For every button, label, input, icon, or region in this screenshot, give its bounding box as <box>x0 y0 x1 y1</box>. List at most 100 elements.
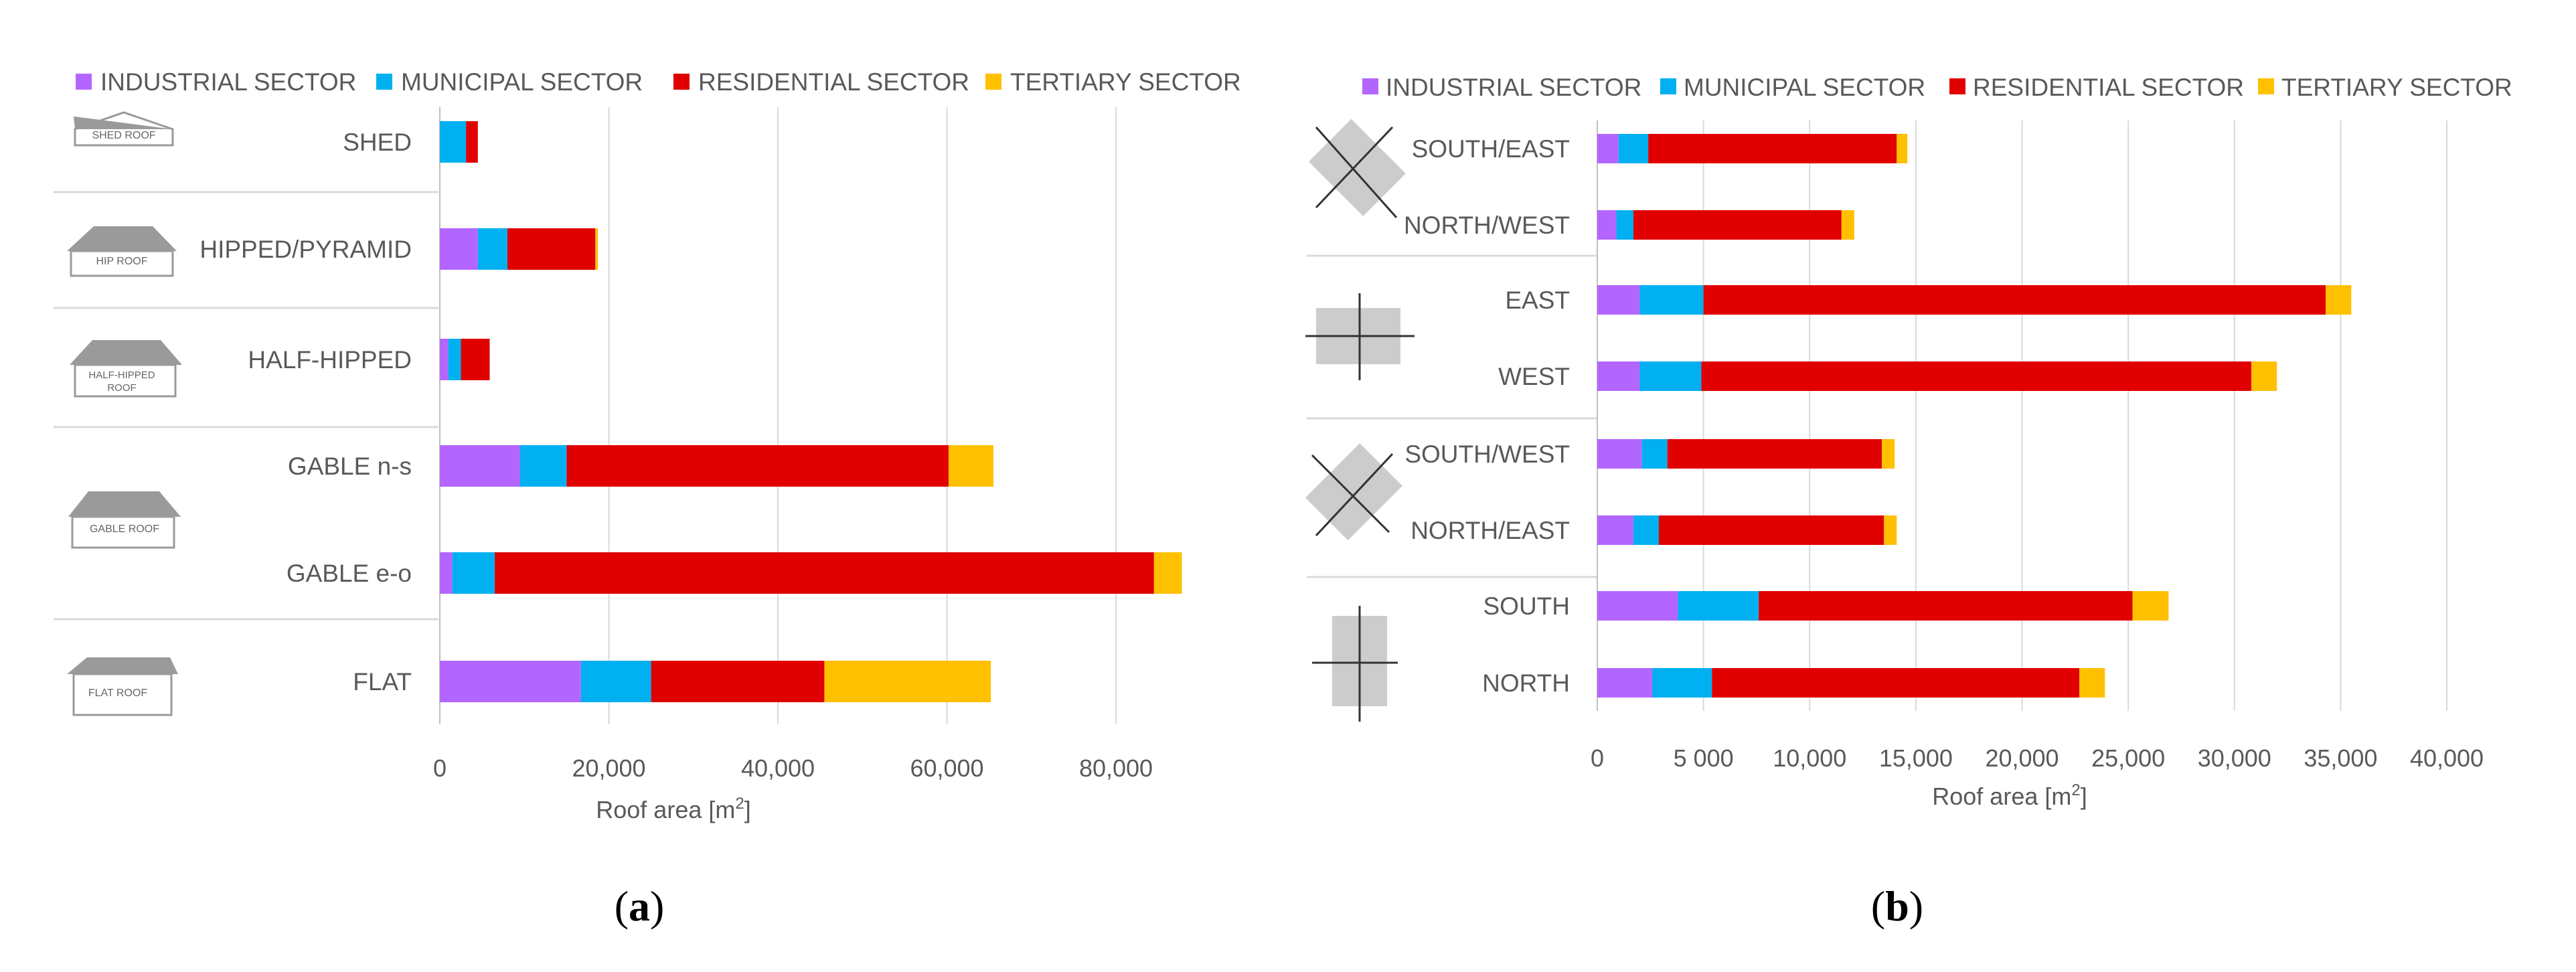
chart-b-tick-label: 35,000 <box>2304 744 2377 772</box>
legend-b-swatch-municipal <box>1660 78 1676 94</box>
chart-b-bar-tertiary <box>1882 439 1895 469</box>
chart-b-tick-label: 15,000 <box>1879 744 1953 772</box>
chart-b-category-labels: SOUTH/EAST NORTH/WEST EAST WEST SOUTH/WEST NO… <box>1404 135 1570 697</box>
chart-a-bar-municipal <box>477 228 507 270</box>
chart-b-gridlines <box>1597 120 2447 711</box>
chart-b-tick-labels: 0 5 000 10,000 15,000 20,000 25,000 30,000 35,0… <box>1591 744 2484 772</box>
chart-a-bar-municipal <box>452 552 495 594</box>
chart-b: INDUSTRIAL SECTOR MUNICIPAL SECTOR RESID… <box>1305 74 2512 930</box>
hip-roof-icon: HIP ROOF <box>67 226 177 277</box>
legend-a-swatch-municipal <box>376 74 392 90</box>
chart-b-category-label: NORTH/EAST <box>1411 517 1570 544</box>
chart-b-bar-tertiary <box>1841 210 1854 240</box>
legend-b-label-tertiary: TERTIARY SECTOR <box>2281 74 2512 101</box>
chart-a-bar-municipal <box>448 339 461 380</box>
chart-b-category-label: SOUTH <box>1483 592 1571 620</box>
gable-roof-icon: GABLE ROOF <box>68 491 181 549</box>
cross-east-west-icon <box>1305 293 1415 380</box>
chart-b-category-label: SOUTH/EAST <box>1412 135 1570 163</box>
legend-b-label-industrial: INDUSTRIAL SECTOR <box>1386 74 1641 101</box>
chart-b-bar-tertiary <box>1897 134 1908 163</box>
chart-b-bars <box>1597 134 2352 698</box>
chart-b-bar-residential <box>1701 361 2252 391</box>
chart-b-bar-tertiary <box>2251 361 2277 391</box>
chart-a-bar-residential <box>466 121 478 163</box>
chart-a-bar-tertiary <box>824 661 991 702</box>
chart-b-bar-tertiary <box>1884 515 1897 545</box>
flat-roof-icon: FLAT ROOF <box>67 657 178 716</box>
chart-a-tick-label: 80,000 <box>1079 754 1153 782</box>
chart-b-bar-industrial <box>1597 210 1617 240</box>
half-hipped-roof-icon-label-1: HALF-HIPPED <box>88 370 155 381</box>
chart-b-tick-label: 40,000 <box>2410 744 2484 772</box>
legend-b-label-residential: RESIDENTIAL SECTOR <box>1973 74 2244 101</box>
legend-b-swatch-residential <box>1949 78 1965 94</box>
chart-b-category-label: NORTH/WEST <box>1404 212 1570 239</box>
shed-roof-icon-label: SHED ROOF <box>92 130 155 141</box>
chart-a-group-separators <box>54 191 438 621</box>
legend-a-swatch-industrial <box>76 74 92 90</box>
chart-a-category-label: GABLE e-o <box>287 560 412 587</box>
half-hipped-roof-icon: HALF-HIPPED ROOF <box>70 340 182 398</box>
chart-a-caption: (a) <box>615 882 665 930</box>
chart-b-bar-residential <box>1648 134 1897 163</box>
chart-a-category-labels: SHED HIPPED/PYRAMID HALF-HIPPED GABLE n-s GA… <box>199 129 412 696</box>
chart-b-tick-label: 10,000 <box>1773 744 1846 772</box>
chart-b-bar-municipal <box>1616 210 1633 240</box>
chart-b-bar-industrial <box>1597 668 1653 698</box>
chart-a-tick-labels: 0 20,000 40,000 60,000 80,000 <box>433 754 1153 782</box>
legend-a-label-municipal: MUNICIPAL SECTOR <box>401 68 643 96</box>
chart-b-category-label: EAST <box>1505 287 1570 314</box>
gable-roof-icon-label: GABLE ROOF <box>90 523 159 535</box>
chart-a-bar-residential <box>566 445 949 487</box>
chart-b-bar-residential <box>1712 668 2080 698</box>
chart-b-bar-industrial <box>1597 134 1619 163</box>
chart-b-bar-tertiary <box>2132 591 2169 621</box>
chart-b-bar-tertiary <box>2079 668 2105 698</box>
chart-b-bar-municipal <box>1652 668 1712 698</box>
chart-b-bar-municipal <box>1618 134 1649 163</box>
chart-b-legend: INDUSTRIAL SECTOR MUNICIPAL SECTOR RESID… <box>1362 74 2512 101</box>
legend-b-label-municipal: MUNICIPAL SECTOR <box>1684 74 1925 101</box>
chart-a-bar-municipal <box>519 445 567 487</box>
chart-b-bar-residential <box>1703 285 2326 315</box>
chart-b-bar-residential <box>1667 439 1882 469</box>
chart-b-bar-residential <box>1633 210 1842 240</box>
chart-a-bar-residential <box>651 661 825 702</box>
chart-b-category-label: SOUTH/WEST <box>1404 440 1570 468</box>
flat-roof-icon-label: FLAT ROOF <box>88 687 148 699</box>
chart-a-bar-industrial <box>440 445 520 487</box>
half-hipped-roof-icon-label-2: ROOF <box>107 382 136 394</box>
chart-b-bar-residential <box>1759 591 2133 621</box>
shed-roof-icon: SHED ROOF <box>74 111 174 147</box>
chart-a-bar-tertiary <box>949 445 993 487</box>
chart-b-caption: (b) <box>1871 882 1923 930</box>
cross-north-south-icon <box>1312 606 1398 722</box>
chart-b-bar-industrial <box>1597 361 1640 391</box>
chart-b-axis-title: Roof area [m2] <box>1932 781 2087 810</box>
chart-a-bar-municipal <box>440 121 467 163</box>
legend-a-swatch-tertiary <box>985 74 1001 90</box>
chart-a-bar-municipal <box>580 661 651 702</box>
legend-a-label-residential: RESIDENTIAL SECTOR <box>698 68 969 96</box>
chart-b-tick-label: 20,000 <box>1985 744 2059 772</box>
chart-a-bar-industrial <box>440 552 453 594</box>
chart-a-category-label: GABLE n-s <box>288 453 412 480</box>
chart-b-tick-label: 0 <box>1591 744 1604 772</box>
chart-a-bar-industrial <box>440 661 581 702</box>
hip-roof-icon-label: HIP ROOF <box>96 256 147 267</box>
chart-a-category-label: HIPPED/PYRAMID <box>199 236 412 263</box>
chart-b-bar-industrial <box>1597 515 1633 545</box>
chart-b-group-separators <box>1307 254 1597 578</box>
chart-b-bar-tertiary <box>2326 285 2352 315</box>
chart-a-tick-label: 0 <box>433 754 447 782</box>
chart-b-bar-industrial <box>1597 439 1642 469</box>
chart-a-bars <box>440 121 1182 702</box>
chart-b-tick-label: 30,000 <box>2198 744 2271 772</box>
chart-b-bar-municipal <box>1678 591 1759 621</box>
chart-a-bar-residential <box>461 339 490 380</box>
chart-b-bar-municipal <box>1641 439 1668 469</box>
legend-b-swatch-tertiary <box>2258 78 2274 94</box>
chart-a-bar-industrial <box>440 339 449 380</box>
